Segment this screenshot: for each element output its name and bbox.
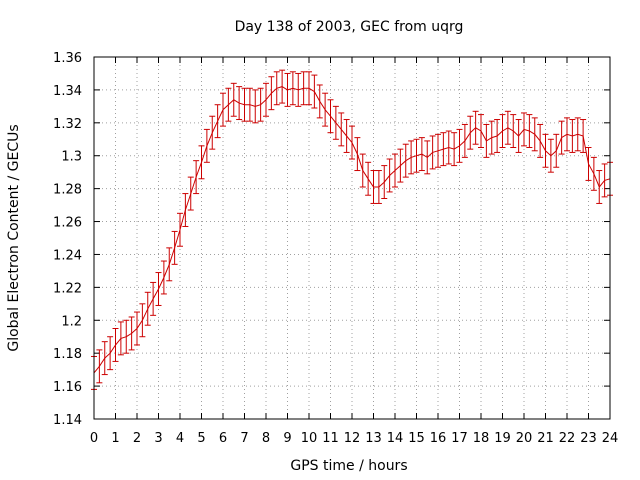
x-tick-label: 9 [283,431,291,446]
y-tick-label: 1.34 [53,84,82,99]
data-series [91,69,613,390]
x-tick-label: 22 [559,431,576,446]
y-tick-label: 1.32 [53,117,82,132]
axis-ticks [93,56,611,420]
y-axis-label: Global Electron Content / GECUs [6,124,22,351]
y-tick-label: 1.24 [53,248,82,263]
y-tick-label: 1.3 [61,150,82,165]
y-tick-label: 1.16 [53,380,82,395]
x-tick-label: 0 [90,431,98,446]
x-tick-label: 3 [154,431,162,446]
x-tick-label: 7 [240,431,248,446]
y-tick-label: 1.22 [53,281,82,296]
x-tick-label: 14 [387,431,404,446]
x-tick-label: 23 [580,431,597,446]
x-tick-label: 15 [408,431,425,446]
x-tick-label: 20 [516,431,533,446]
x-axis-label: GPS time / hours [290,458,407,474]
y-tick-label: 1.18 [53,347,82,362]
tick-labels: 0 1 2 3 4 5 6 7 8 9 10 11 12 13 14 15 16 17 18 19 20 21 22 23 24… [53,51,618,446]
y-tick-label: 1.26 [53,216,82,231]
x-tick-label: 21 [537,431,554,446]
x-tick-label: 10 [301,431,318,446]
y-tick-label: 1.28 [53,183,82,198]
x-tick-label: 4 [176,431,184,446]
x-tick-label: 13 [365,431,382,446]
x-tick-label: 6 [219,431,227,446]
x-tick-label: 19 [494,431,511,446]
x-tick-label: 18 [473,431,490,446]
chart-title: Day 138 of 2003, GEC from uqrg [235,19,464,35]
x-tick-label: 24 [602,431,619,446]
x-tick-label: 5 [197,431,205,446]
plot-frame [93,56,611,420]
x-tick-label: 1 [111,431,119,446]
y-tick-label: 1.36 [53,51,82,66]
x-tick-label: 12 [344,431,361,446]
x-tick-label: 8 [262,431,270,446]
x-tick-label: 17 [451,431,468,446]
x-tick-label: 11 [322,431,339,446]
y-tick-label: 1.14 [53,413,82,428]
x-tick-label: 16 [430,431,447,446]
x-tick-label: 2 [133,431,141,446]
y-tick-label: 1.2 [61,314,82,329]
